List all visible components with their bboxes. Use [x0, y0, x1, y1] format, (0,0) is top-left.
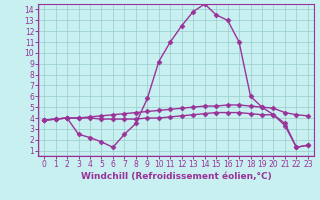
X-axis label: Windchill (Refroidissement éolien,°C): Windchill (Refroidissement éolien,°C)	[81, 172, 271, 181]
